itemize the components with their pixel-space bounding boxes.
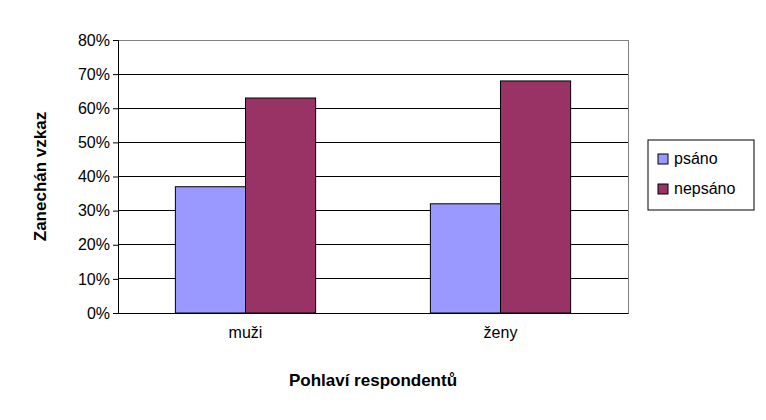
bar [175,187,245,313]
legend-label: nepsáno [674,180,735,197]
y-tick-label: 50% [78,134,110,151]
legend-swatch [658,154,668,164]
y-tick-mark [113,177,118,178]
y-tick: 60% [78,100,118,117]
y-tick: 10% [78,270,118,287]
y-axis-title: Zanechán vzkaz [31,112,50,241]
grid [118,40,628,313]
y-tick-label: 60% [78,100,110,117]
bars [175,81,570,313]
y-tick: 0% [87,305,118,322]
x-axis: muži ženy [119,313,629,341]
legend: psáno nepsáno [648,140,754,210]
y-tick-label: 40% [78,168,110,185]
series [175,187,500,313]
y-tick-label: 80% [78,32,110,49]
x-tick: muži [229,313,263,341]
y-tick-mark [113,40,118,41]
bar [246,98,316,313]
legend-item: nepsáno [658,180,735,197]
bar [430,204,500,313]
y-tick-mark [113,74,118,75]
legend-label: psáno [674,150,718,167]
plot-frame [118,40,628,313]
y-tick-mark [113,245,118,246]
y-tick: 70% [78,66,118,83]
y-tick: 50% [78,134,118,151]
y-tick-label: 70% [78,66,110,83]
legend-frame [648,140,754,210]
y-tick-mark [113,142,118,143]
y-tick-mark [113,108,118,109]
y-tick-mark [113,211,118,212]
grid-line [118,74,628,75]
x-tick-label: muži [229,324,263,341]
legend-swatch [658,184,668,194]
x-tick-label: ženy [484,324,518,341]
x-tick: ženy [484,313,518,341]
y-axis-line [113,41,119,314]
series [246,81,571,313]
x-axis-title: Pohlaví respondentů [289,371,457,390]
y-tick: 80% [78,32,118,49]
y-tick: 20% [78,236,118,253]
y-tick-mark [113,279,118,280]
legend-item: psáno [658,150,718,167]
y-tick: 30% [78,202,118,219]
y-tick-label: 10% [78,270,110,287]
y-tick-label: 30% [78,202,110,219]
plot: 0% 10% 20% 30% 40% 50% 60% 70% 80% muži ženy [78,32,629,342]
y-tick-label: 20% [78,236,110,253]
x-axis-line [119,313,629,314]
bar [501,81,571,313]
y-tick-mark [113,313,118,314]
chart: 0% 10% 20% 30% 40% 50% 60% 70% 80% muži ženy Pohlav… [0,0,766,420]
y-tick: 40% [78,168,118,185]
y-tick-label: 0% [87,305,110,322]
y-axis: 0% 10% 20% 30% 40% 50% 60% 70% 80% [78,32,119,322]
